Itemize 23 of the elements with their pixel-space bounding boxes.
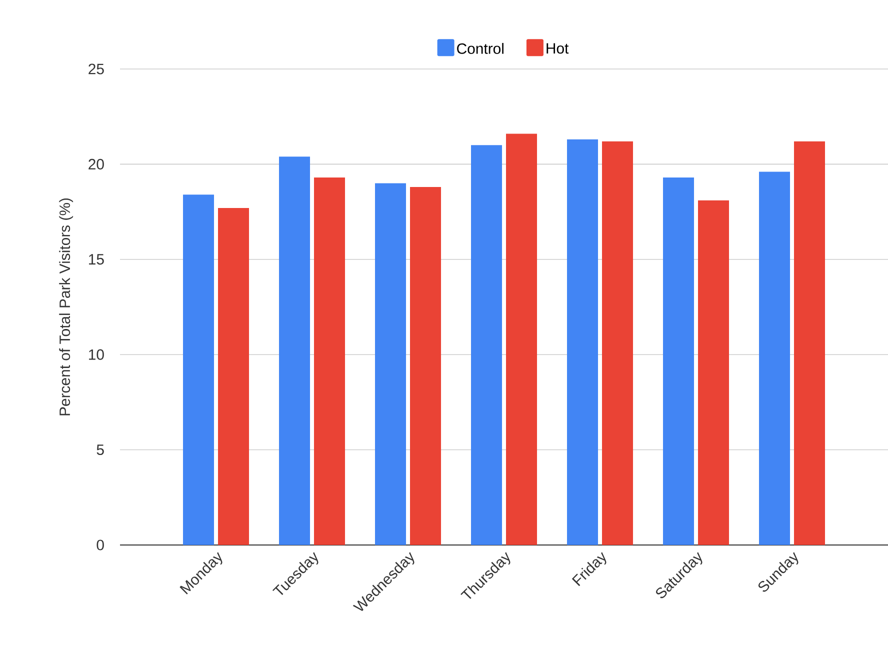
bar <box>218 208 250 545</box>
y-axis-title: Percent of Total Park Visitors (%) <box>59 198 74 416</box>
bar <box>602 141 634 545</box>
bar <box>663 178 694 545</box>
legend-label: Control <box>457 42 504 54</box>
y-tick-label: 15 <box>89 254 104 265</box>
y-tick-label: 5 <box>96 444 104 455</box>
bar <box>567 139 598 545</box>
bar <box>471 145 502 545</box>
legend-label: Hot <box>546 43 569 54</box>
y-tick-label: 10 <box>89 349 104 360</box>
y-tick-label: 25 <box>88 64 104 74</box>
bar <box>314 178 346 545</box>
bar <box>183 194 214 545</box>
bar <box>279 156 310 545</box>
bar <box>410 187 442 545</box>
bar <box>794 141 826 545</box>
y-tick-label: 0 <box>96 540 104 550</box>
bar <box>759 172 790 545</box>
bar <box>375 183 406 545</box>
bar <box>698 200 730 545</box>
y-tick-label: 20 <box>88 158 104 170</box>
bar <box>506 134 538 545</box>
